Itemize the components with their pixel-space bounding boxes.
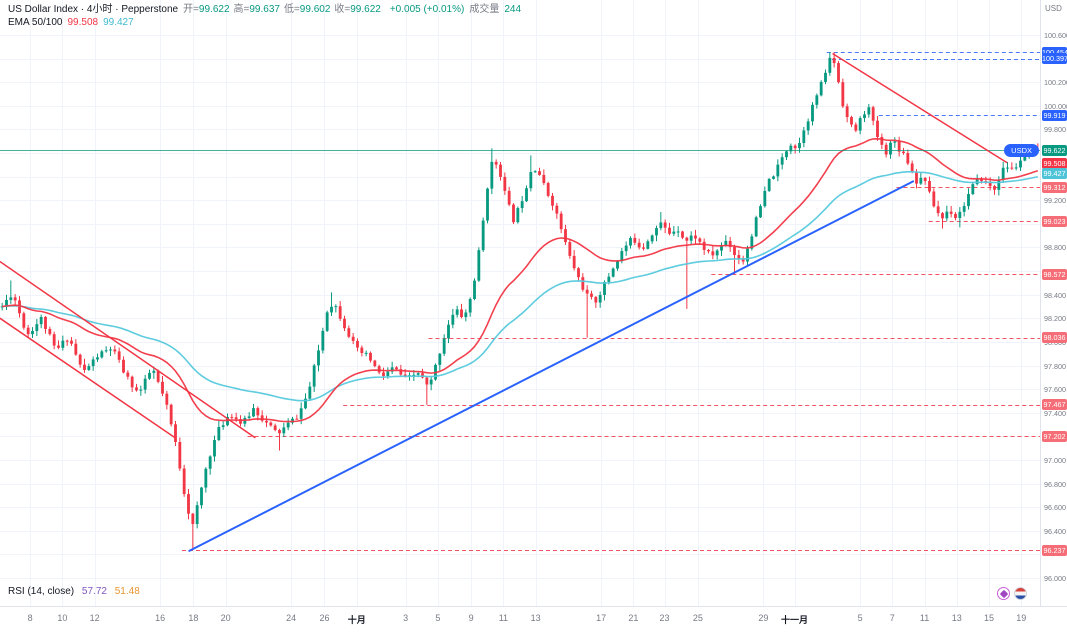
price-level-badge: 96.237: [1042, 545, 1067, 556]
time-axis-label: 13: [951, 613, 962, 623]
price-axis[interactable]: USD 100.600 100.200 100.000 99.800 99.200 98.…: [1040, 0, 1067, 606]
ohlc-value: 99.622: [198, 4, 230, 15]
time-axis-label: 十一月: [781, 615, 809, 625]
price-tick-label: 98.400: [1044, 290, 1066, 300]
data-source-logos: [997, 587, 1027, 600]
time-axis-label: 24: [286, 613, 297, 623]
time-axis-label: 21: [628, 613, 639, 623]
symbol-legend-row: US Dollar Index · 4小时 · Pepperstone 开=99…: [8, 3, 521, 16]
price-level-badge: 99.312: [1042, 182, 1067, 193]
price-tick-label: 96.000: [1044, 573, 1066, 583]
ohlc-label: 低=: [283, 4, 300, 15]
time-axis-label: 25: [692, 613, 703, 623]
time-axis-label: 11: [498, 613, 509, 623]
time-axis-label: 7: [889, 613, 895, 623]
ema-legend-row: EMA 50/100 99.508 99.427: [8, 16, 521, 29]
rsi-legend[interactable]: RSI (14, close) 57.72 51.48: [8, 586, 145, 597]
ema-indicator-label[interactable]: EMA 50/100: [8, 17, 63, 28]
time-axis-label: 20: [220, 613, 231, 623]
time-axis-label: 29: [758, 613, 769, 623]
price-level-badge: 98.036: [1042, 332, 1067, 343]
price-level-badge: 98.572: [1042, 269, 1067, 280]
price-tick-label: 96.400: [1044, 526, 1066, 536]
time-axis-label: 10: [57, 613, 68, 623]
time-axis-label: 16: [155, 613, 166, 623]
price-level-badge: 97.467: [1042, 399, 1067, 410]
time-axis[interactable]: 8 10 12 16 18 20 24 26 十月 3 5 9 11 13 17 21 23 25 29 十一月 5 7 1…: [0, 606, 1067, 635]
price-tick-label: 100.000: [1044, 101, 1067, 111]
price-tick-label: 97.400: [1044, 408, 1066, 418]
rsi-indicator-label[interactable]: RSI (14, close): [8, 586, 75, 597]
ohlc-label: 收=: [334, 4, 351, 15]
time-axis-label: 5: [435, 613, 441, 623]
price-tick-label: 97.600: [1044, 385, 1066, 395]
time-axis-label: 十月: [347, 615, 366, 625]
volume-value: 244: [504, 4, 522, 15]
price-tick-label: 98.200: [1044, 314, 1066, 324]
symbol-title[interactable]: US Dollar Index · 4小时 · Pepperstone: [8, 4, 179, 15]
price-tick-label: 97.000: [1044, 455, 1066, 465]
time-axis-label: 12: [89, 613, 100, 623]
price-level-badge: 97.202: [1042, 431, 1067, 442]
price-level-badge: 100.454: [1042, 47, 1067, 58]
time-axis-label: 13: [530, 613, 541, 623]
time-axis-label: 19: [1016, 613, 1027, 623]
ema100-value: 99.427: [103, 17, 134, 28]
symbol-price-pill: USDX: [1004, 144, 1039, 157]
time-axis-label: 15: [984, 613, 995, 623]
rsi-value: 57.72: [81, 586, 107, 597]
price-tick-label: 100.200: [1044, 78, 1067, 88]
time-axis-label: 3: [403, 613, 409, 623]
price-level-badge: 99.427: [1042, 168, 1067, 179]
time-axis-label: 8: [27, 613, 33, 623]
time-axis-label: 26: [319, 613, 330, 623]
axis-currency-label[interactable]: USD: [1045, 4, 1062, 13]
chart-legend: US Dollar Index · 4小时 · Pepperstone 开=99…: [8, 3, 521, 29]
ohlc-value: 99.602: [299, 4, 331, 15]
price-chart-canvas[interactable]: [0, 0, 1040, 606]
price-tick-label: 96.800: [1044, 479, 1066, 489]
price-tick-label: 100.600: [1044, 31, 1067, 40]
time-axis-label: 17: [596, 613, 607, 623]
time-axis-label: 11: [919, 613, 930, 623]
price-tick-label: 96.600: [1044, 503, 1066, 513]
price-tick-label: 99.200: [1044, 196, 1066, 206]
change-value: +0.005 (+0.01%): [389, 4, 465, 15]
price-level-badge: 99.919: [1042, 110, 1067, 121]
time-axis-label: 9: [468, 613, 474, 623]
price-tick-label: 98.800: [1044, 243, 1066, 253]
price-level-badge: 99.508: [1042, 158, 1067, 169]
price-tick-label: 99.800: [1044, 125, 1066, 135]
price-level-badge: 99.622: [1042, 145, 1067, 156]
ohlc-values: 开=99.622 高=99.637 低=99.602 收=99.622: [183, 3, 385, 16]
price-tick-label: 97.800: [1044, 361, 1066, 371]
flag-logo-icon: [1014, 587, 1027, 600]
ohlc-label: 开=: [183, 4, 199, 15]
time-axis-label: 23: [659, 613, 670, 623]
ohlc-value: 99.622: [350, 4, 381, 15]
rsi-ma-value: 51.48: [114, 586, 140, 597]
ema50-value: 99.508: [67, 17, 99, 28]
price-level-badge: 100.397: [1042, 53, 1067, 64]
time-axis-label: 18: [188, 613, 199, 623]
ohlc-label: 高=: [233, 4, 250, 15]
time-axis-label: 5: [857, 613, 863, 623]
symbol-logo-icon: [997, 587, 1010, 600]
price-level-badge: 99.023: [1042, 216, 1067, 227]
ohlc-value: 99.637: [249, 4, 280, 15]
volume-label: 成交量: [469, 4, 500, 15]
